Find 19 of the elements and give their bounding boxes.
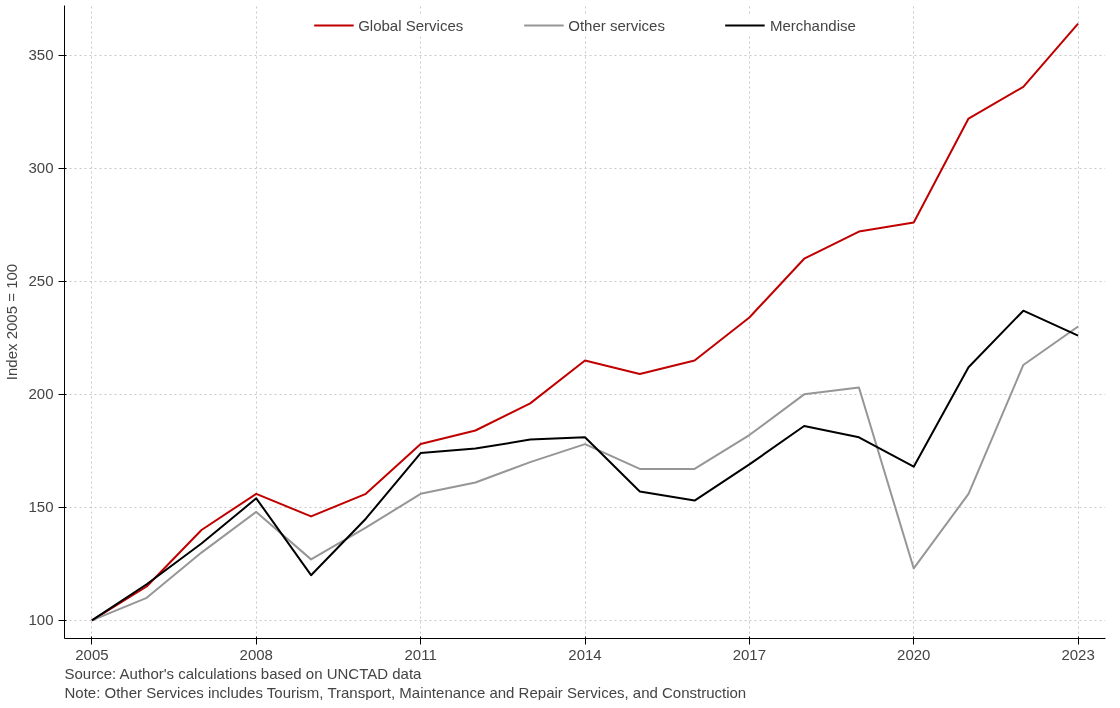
y-tick-label: 300	[28, 159, 54, 177]
legend-label: Other services	[568, 16, 665, 34]
y-tick-label: 250	[28, 272, 54, 290]
x-tick-label: 2014	[568, 645, 602, 663]
text: Note: Other Services includes Tourism, Transport, Maintenance and Repair Services, and Construction	[64, 683, 747, 701]
y-axis-title: Index 2005 = 100	[3, 263, 21, 381]
legend-label: Global Services	[358, 16, 464, 34]
x-tick-label: 2020	[897, 645, 931, 663]
x-tick-label: 2017	[732, 645, 767, 663]
y-tick-label: 350	[28, 46, 54, 64]
x-tick-label: 2005	[75, 645, 109, 663]
x-tick-label: 2008	[239, 645, 273, 663]
y-tick-label: 100	[28, 611, 54, 629]
y-tick-label: 200	[28, 385, 54, 403]
legend-label: Merchandise	[769, 16, 856, 34]
y-tick-label: 150	[28, 498, 54, 516]
source-note: Source: Author's calculations based on UNCTAD data	[64, 664, 423, 682]
x-tick-label: 2023	[1061, 645, 1095, 663]
x-tick-label: 2011	[404, 645, 437, 663]
